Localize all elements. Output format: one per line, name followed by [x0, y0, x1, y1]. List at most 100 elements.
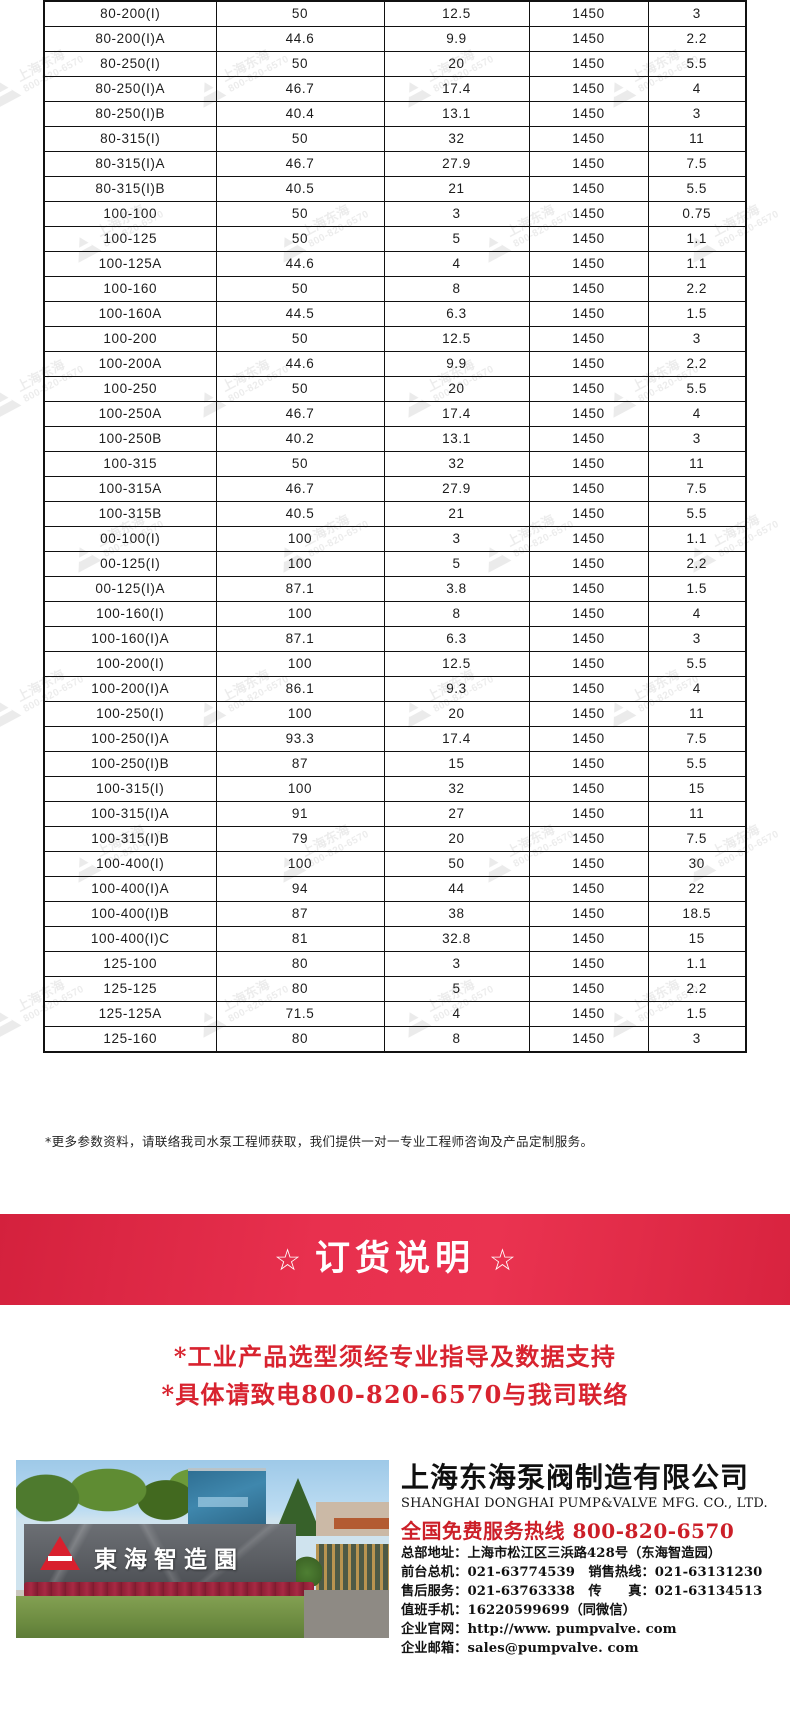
contact-label: 总部地址： — [401, 1546, 468, 1562]
cell-value: 27.9 — [383, 476, 530, 502]
cell-model: 100-315(I)A — [43, 801, 217, 827]
cell-value: 1450 — [528, 276, 649, 302]
cell-value: 87 — [215, 901, 385, 927]
cell-value: 11 — [647, 126, 747, 152]
cell-value: 81 — [215, 926, 385, 952]
contact-value: 16220599699（同微信） — [467, 1603, 636, 1619]
cell-value: 94 — [215, 876, 385, 902]
cell-model: 100-315 — [43, 451, 217, 477]
cell-value: 8 — [383, 276, 530, 302]
cell-value: 12.5 — [383, 0, 530, 27]
notice-block: *工业产品选型须经专业指导及数据支持 *具体请致电800-820-6570与我司… — [0, 1338, 790, 1414]
cell-value: 50 — [383, 851, 530, 877]
cell-value: 46.7 — [215, 76, 385, 102]
cell-value: 5.5 — [647, 376, 747, 402]
cell-model: 100-250(I) — [43, 701, 217, 727]
cell-value: 38 — [383, 901, 530, 927]
cell-model: 100-160(I) — [43, 601, 217, 627]
cell-value: 3 — [647, 0, 747, 27]
cell-value: 1450 — [528, 26, 649, 52]
cell-model: 100-160(I)A — [43, 626, 217, 652]
cell-value: 4 — [647, 601, 747, 627]
cell-model: 100-315(I) — [43, 776, 217, 802]
cell-value: 71.5 — [215, 1001, 385, 1027]
table-row: 100-315(I) 100 32 1450 15 — [43, 776, 747, 802]
table-row: 100-160 50 8 1450 2.2 — [43, 276, 747, 302]
photo-flower-bed — [24, 1582, 314, 1598]
table-row: 80-250(I)A 46.7 17.4 1450 4 — [43, 76, 747, 102]
cell-value: 2.2 — [647, 351, 747, 377]
table-row: 100-250(I)A 93.3 17.4 1450 7.5 — [43, 726, 747, 752]
cell-value: 46.7 — [215, 401, 385, 427]
cell-value: 0.75 — [647, 201, 747, 227]
cell-model: 100-125A — [43, 251, 217, 277]
table-row: 100-250A 46.7 17.4 1450 4 — [43, 401, 747, 427]
cell-value: 1.1 — [647, 226, 747, 252]
table-row: 100-400(I)B 87 38 1450 18.5 — [43, 901, 747, 927]
cell-model: 100-400(I)B — [43, 901, 217, 927]
cell-value: 12.5 — [383, 651, 530, 677]
cell-model: 125-125A — [43, 1001, 217, 1027]
cell-model: 125-160 — [43, 1026, 217, 1053]
table-row: 80-315(I)A 46.7 27.9 1450 7.5 — [43, 151, 747, 177]
photo-trees — [16, 1460, 216, 1534]
cell-value: 17.4 — [383, 726, 530, 752]
cell-value: 40.5 — [215, 501, 385, 527]
cell-value: 1450 — [528, 426, 649, 452]
cell-model: 80-250(I) — [43, 51, 217, 77]
cell-value: 5 — [383, 551, 530, 577]
cell-value: 5.5 — [647, 651, 747, 677]
cell-value: 1450 — [528, 801, 649, 827]
cell-value: 100 — [215, 851, 385, 877]
cell-value: 46.7 — [215, 476, 385, 502]
cell-model: 80-200(I) — [43, 0, 217, 27]
cell-value: 11 — [647, 801, 747, 827]
cell-value: 1450 — [528, 301, 649, 327]
table-row: 100-160(I) 100 8 1450 4 — [43, 601, 747, 627]
cell-value: 4 — [647, 401, 747, 427]
cell-value: 87 — [215, 751, 385, 777]
cell-value: 1450 — [528, 51, 649, 77]
cell-value: 2.2 — [647, 976, 747, 1002]
cell-value: 17.4 — [383, 76, 530, 102]
company-entrance-photo: 東海智造園 — [16, 1460, 389, 1638]
cell-model: 100-160A — [43, 301, 217, 327]
company-name-en: SHANGHAI DONGHAI PUMP&VALVE MFG. CO., LT… — [401, 1496, 768, 1512]
cell-model: 80-250(I)A — [43, 76, 217, 102]
cell-value: 3 — [383, 201, 530, 227]
cell-value: 3 — [647, 626, 747, 652]
cell-value: 50 — [215, 126, 385, 152]
cell-value: 2.2 — [647, 26, 747, 52]
contact-value: 021-63763338 传 真：021-63134513 — [467, 1584, 763, 1600]
cell-value: 1450 — [528, 726, 649, 752]
cell-value: 7.5 — [647, 726, 747, 752]
cell-value: 1.1 — [647, 951, 747, 977]
cell-value: 1450 — [528, 526, 649, 552]
table-row: 100-100 50 3 1450 0.75 — [43, 201, 747, 227]
cell-value: 32.8 — [383, 926, 530, 952]
cell-model: 80-315(I)A — [43, 151, 217, 177]
cell-value: 50 — [215, 226, 385, 252]
cell-value: 5.5 — [647, 51, 747, 77]
cell-value: 1450 — [528, 0, 649, 27]
table-row: 80-200(I)A 44.6 9.9 1450 2.2 — [43, 26, 747, 52]
order-instructions-banner: ☆ 订货说明 ☆ — [0, 1214, 790, 1305]
cell-value: 100 — [215, 651, 385, 677]
cell-value: 1450 — [528, 326, 649, 352]
cell-value: 87.1 — [215, 626, 385, 652]
contact-label: 企业官网： — [401, 1622, 468, 1638]
cell-value: 18.5 — [647, 901, 747, 927]
cell-value: 1450 — [528, 651, 649, 677]
cell-value: 1450 — [528, 401, 649, 427]
cell-value: 17.4 — [383, 401, 530, 427]
cell-value: 9.9 — [383, 26, 530, 52]
cell-value: 100 — [215, 551, 385, 577]
cell-value: 27 — [383, 801, 530, 827]
cell-value: 3 — [383, 526, 530, 552]
cell-value: 1450 — [528, 626, 649, 652]
contact-line: 企业官网：http://www. pumpvalve. com — [401, 1620, 790, 1639]
contact-value: 021-63774539 销售热线：021-63131230 — [467, 1565, 763, 1581]
cell-model: 100-250 — [43, 376, 217, 402]
cell-value: 44.5 — [215, 301, 385, 327]
cell-value: 27.9 — [383, 151, 530, 177]
